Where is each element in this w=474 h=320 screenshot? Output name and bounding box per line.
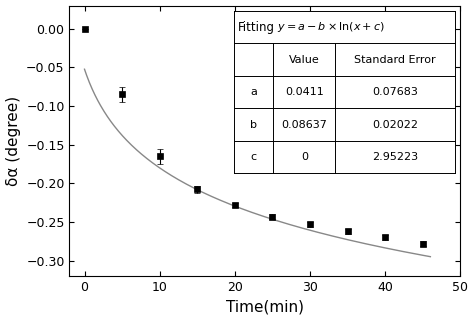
Text: 0: 0 bbox=[301, 152, 308, 162]
Text: c: c bbox=[250, 152, 256, 162]
Text: 0.02022: 0.02022 bbox=[372, 120, 418, 130]
Text: 0.07683: 0.07683 bbox=[372, 87, 418, 97]
Text: Standard Error: Standard Error bbox=[354, 55, 436, 65]
Text: Value: Value bbox=[289, 55, 320, 65]
Text: $y=a-b\times\ln(x+c)$: $y=a-b\times\ln(x+c)$ bbox=[277, 20, 385, 34]
Y-axis label: δα (degree): δα (degree) bbox=[6, 96, 20, 186]
X-axis label: Time(min): Time(min) bbox=[226, 300, 304, 315]
Text: Fitting: Fitting bbox=[238, 21, 275, 34]
Text: 2.95223: 2.95223 bbox=[372, 152, 418, 162]
Text: 0.08637: 0.08637 bbox=[282, 120, 328, 130]
Text: b: b bbox=[250, 120, 257, 130]
Text: a: a bbox=[250, 87, 257, 97]
Text: 0.0411: 0.0411 bbox=[285, 87, 324, 97]
